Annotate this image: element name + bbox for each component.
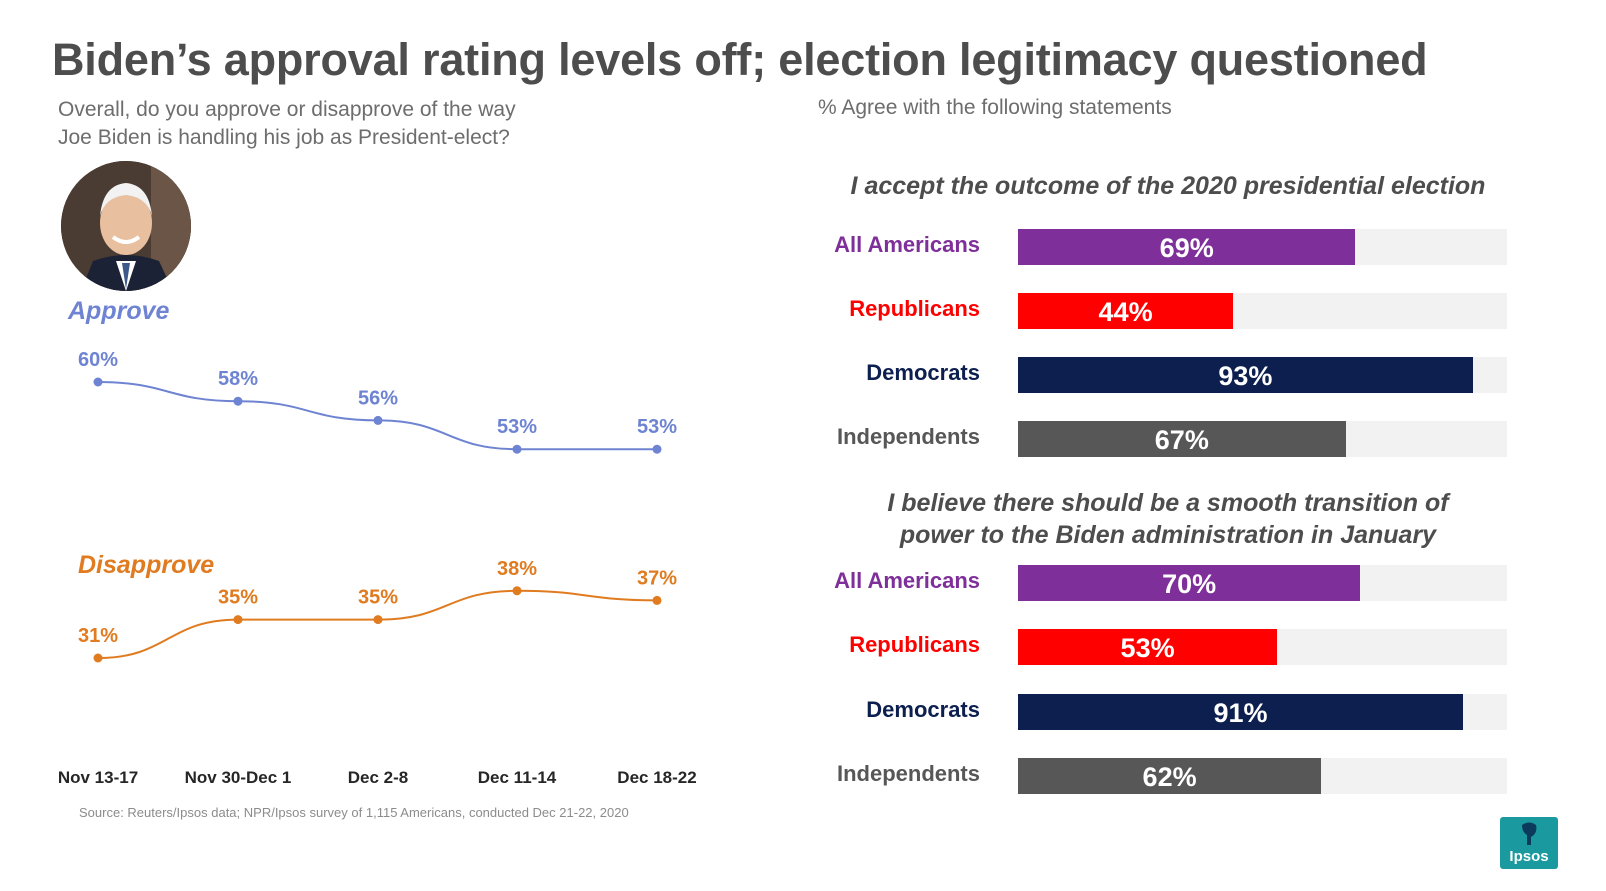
- bar-track: 93%: [1018, 357, 1507, 393]
- disapprove-data-label: 31%: [78, 625, 118, 647]
- right-subtitle: % Agree with the following statements: [818, 96, 1172, 119]
- approve-point: [233, 396, 243, 406]
- bar-category-label: Republicans: [849, 296, 980, 321]
- disapprove-data-label: 38%: [497, 558, 537, 580]
- bar-row-democrats: Democrats 91%: [818, 694, 1518, 730]
- x-tick-label: Nov 13-17: [57, 768, 139, 787]
- x-tick-label: Dec 18-22: [617, 768, 697, 787]
- bar-row-republicans: Republicans 53%: [818, 629, 1518, 665]
- bar-independents: 62%: [1018, 758, 1322, 794]
- approve-data-label: 58%: [218, 368, 258, 390]
- approve-point: [652, 444, 662, 454]
- bar-independents: 67%: [1018, 421, 1346, 457]
- bar-value-label: 91%: [1213, 698, 1268, 728]
- disapprove-point: [233, 615, 243, 625]
- bar-democrats: 93%: [1018, 357, 1473, 393]
- approve-point: [512, 444, 522, 454]
- bar-category-label: Democrats: [866, 697, 980, 722]
- bar-row-republicans: Republicans 44%: [818, 293, 1518, 329]
- left-question: Overall, do you approve or disapprove of…: [58, 96, 516, 152]
- disapprove-point: [93, 653, 103, 663]
- approve-data-label: 53%: [497, 416, 537, 438]
- portrait-photo-icon: [61, 161, 191, 291]
- disapprove-data-label: 35%: [358, 587, 398, 609]
- bar-track: 67%: [1018, 421, 1507, 457]
- bar-row-independents: Independents 62%: [818, 758, 1518, 794]
- disapprove-point: [512, 586, 522, 596]
- bar-republicans: 53%: [1018, 629, 1278, 665]
- approve-data-label: 56%: [358, 387, 398, 409]
- logo-text: Ipsos: [1509, 848, 1549, 865]
- smooth-transition-title-line-1: I believe there should be a smooth trans…: [887, 489, 1449, 517]
- bar-value-label: 70%: [1162, 569, 1217, 599]
- bar-track: 62%: [1018, 758, 1507, 794]
- smooth-transition-title-line-2: power to the Biden administration in Jan…: [899, 521, 1437, 549]
- bar-track: 44%: [1018, 293, 1507, 329]
- approval-line-chart: 60% 58% 56% 53% 53% 31% 35% 35% 38% 37%: [78, 349, 677, 663]
- approve-data-label: 60%: [78, 349, 118, 371]
- bar-row-democrats: Democrats 93%: [818, 357, 1518, 393]
- accept-outcome-title: I accept the outcome of the 2020 preside…: [850, 172, 1486, 200]
- bar-category-label: Democrats: [866, 360, 980, 385]
- x-tick-label: Dec 2-8: [347, 768, 409, 787]
- bar-category-label: Independents: [836, 761, 980, 786]
- disapprove-series-title: Disapprove: [78, 551, 215, 579]
- bar-value-label: 69%: [1159, 233, 1214, 263]
- bar-track: 91%: [1018, 694, 1507, 730]
- approve-series-title: Approve: [68, 297, 170, 325]
- ipsos-logo-icon: [1522, 822, 1537, 845]
- bar-value-label: 44%: [1098, 297, 1153, 327]
- disapprove-data-label: 37%: [637, 567, 677, 589]
- page-title: Biden’s approval rating levels off; elec…: [52, 34, 1428, 85]
- bar-republicans: 44%: [1018, 293, 1234, 329]
- bar-category-label: Independents: [836, 424, 980, 449]
- source-note: Source: Reuters/Ipsos data; NPR/Ipsos su…: [79, 805, 629, 820]
- bar-all-americans: 70%: [1018, 565, 1361, 601]
- bar-value-label: 53%: [1120, 633, 1175, 663]
- bar-category-label: All Americans: [834, 568, 980, 593]
- x-tick-label: Nov 30-Dec 1: [184, 768, 292, 787]
- bar-row-all-americans: All Americans 70%: [818, 565, 1518, 601]
- x-tick-label: Dec 11-14: [477, 768, 557, 787]
- bar-track: 70%: [1018, 565, 1507, 601]
- approve-point: [93, 377, 103, 387]
- bar-track: 69%: [1018, 229, 1507, 265]
- left-question-line-1: Overall, do you approve or disapprove of…: [58, 98, 516, 121]
- bar-value-label: 93%: [1218, 361, 1273, 391]
- left-question-line-2: Joe Biden is handling his job as Preside…: [58, 126, 510, 149]
- ipsos-logo: Ipsos: [1500, 817, 1558, 869]
- bar-row-independents: Independents 67%: [818, 421, 1518, 457]
- disapprove-point: [373, 615, 383, 625]
- approve-data-label: 53%: [637, 416, 677, 438]
- bar-category-label: Republicans: [849, 632, 980, 657]
- bar-all-americans: 69%: [1018, 229, 1356, 265]
- bar-value-label: 67%: [1154, 425, 1209, 455]
- smooth-transition-title: I believe there should be a smooth trans…: [818, 487, 1518, 551]
- x-axis-labels: Nov 13-17 Nov 30-Dec 1 Dec 2-8 Dec 11-14…: [0, 768, 760, 792]
- disapprove-point: [652, 595, 662, 605]
- bar-category-label: All Americans: [834, 232, 980, 257]
- bar-democrats: 91%: [1018, 694, 1463, 730]
- disapprove-data-label: 35%: [218, 587, 258, 609]
- bar-track: 53%: [1018, 629, 1507, 665]
- bar-value-label: 62%: [1142, 762, 1197, 792]
- bar-row-all-americans: All Americans 69%: [818, 229, 1518, 265]
- approve-point: [373, 415, 383, 425]
